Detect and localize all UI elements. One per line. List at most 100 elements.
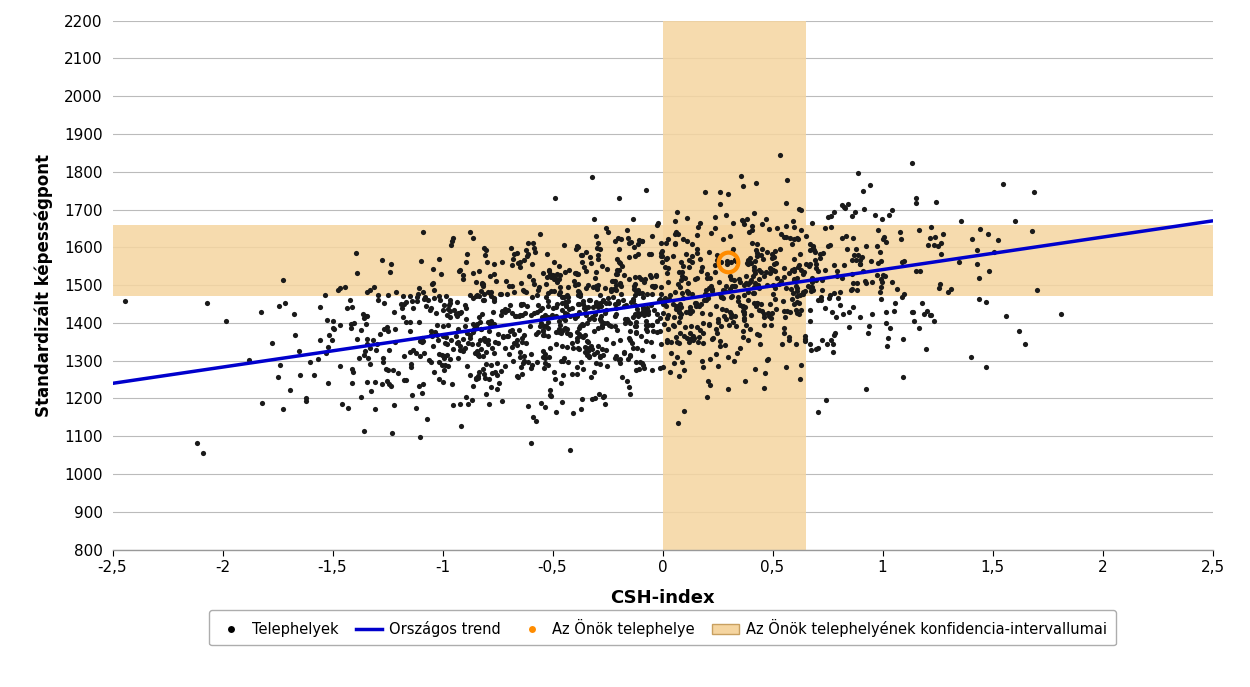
Point <box>615 300 635 311</box>
Point <box>725 281 745 292</box>
Point <box>811 274 831 285</box>
Point <box>716 281 736 292</box>
Point <box>595 308 615 319</box>
Point <box>422 263 442 274</box>
Point <box>516 337 536 348</box>
Point <box>599 319 619 330</box>
Point <box>408 292 428 303</box>
Point <box>521 437 541 448</box>
Point <box>866 240 886 251</box>
Point <box>571 403 591 414</box>
Point <box>720 231 740 242</box>
Point <box>414 336 434 347</box>
Point <box>841 284 861 295</box>
Point <box>989 234 1009 245</box>
Point <box>469 291 489 302</box>
Point <box>544 366 564 377</box>
Point <box>834 202 854 213</box>
Point <box>679 288 699 299</box>
Point <box>860 256 880 267</box>
Point <box>394 375 414 386</box>
Point <box>342 302 362 313</box>
Point <box>575 342 595 353</box>
Point <box>505 337 525 348</box>
Point <box>551 355 571 366</box>
Point <box>186 437 206 448</box>
Point <box>732 305 752 316</box>
Point <box>1022 225 1042 236</box>
Point <box>495 360 515 371</box>
Point <box>518 251 538 262</box>
Point <box>694 295 714 306</box>
Point <box>464 323 484 334</box>
Point <box>805 247 825 258</box>
Point <box>274 275 294 286</box>
Point <box>531 398 551 409</box>
Point <box>330 319 350 330</box>
Point <box>628 304 648 315</box>
Point <box>539 295 559 306</box>
Point <box>522 258 542 269</box>
Point <box>560 328 580 339</box>
Point <box>734 308 754 319</box>
Point <box>485 366 505 377</box>
Point <box>442 232 462 243</box>
Point <box>648 316 668 327</box>
Point <box>669 300 689 311</box>
Point <box>669 317 689 328</box>
Point <box>355 349 375 360</box>
Point <box>409 317 429 328</box>
Point <box>630 357 650 368</box>
Point <box>886 283 906 294</box>
Point <box>521 349 541 360</box>
Point <box>734 326 754 337</box>
Point <box>676 248 696 259</box>
Point <box>514 254 534 265</box>
Point <box>386 286 406 297</box>
Point <box>740 277 760 288</box>
Point <box>605 311 625 322</box>
Point <box>409 381 429 392</box>
Point <box>566 369 586 380</box>
Point <box>539 352 559 363</box>
Point <box>356 311 376 322</box>
Point <box>616 225 636 236</box>
Point <box>262 337 282 348</box>
Point <box>689 300 709 311</box>
Point <box>626 343 646 354</box>
Point <box>434 365 454 376</box>
Point <box>400 317 420 328</box>
Point <box>508 372 528 383</box>
Point <box>751 306 771 317</box>
Point <box>575 310 595 321</box>
Point <box>1024 186 1044 197</box>
Point <box>775 271 795 282</box>
Point <box>721 280 741 291</box>
Point <box>759 223 779 234</box>
Point <box>696 272 716 283</box>
Point <box>581 172 601 183</box>
Point <box>636 306 656 317</box>
Point <box>800 282 820 293</box>
Point <box>651 250 671 261</box>
Point <box>535 309 555 320</box>
Point <box>766 258 786 269</box>
Point <box>432 376 452 387</box>
Point <box>658 276 678 287</box>
Point <box>538 311 558 322</box>
Point <box>679 337 699 348</box>
Point <box>519 270 539 281</box>
Point <box>356 311 376 322</box>
Point <box>859 328 879 339</box>
Point <box>625 278 645 289</box>
Point <box>874 231 894 242</box>
Point <box>400 347 420 358</box>
Point <box>440 354 460 365</box>
Point <box>591 315 611 326</box>
Point <box>674 330 694 341</box>
Point <box>491 396 511 407</box>
Point <box>846 278 866 289</box>
Point <box>795 330 815 341</box>
Point <box>760 267 780 278</box>
Point <box>992 178 1012 189</box>
